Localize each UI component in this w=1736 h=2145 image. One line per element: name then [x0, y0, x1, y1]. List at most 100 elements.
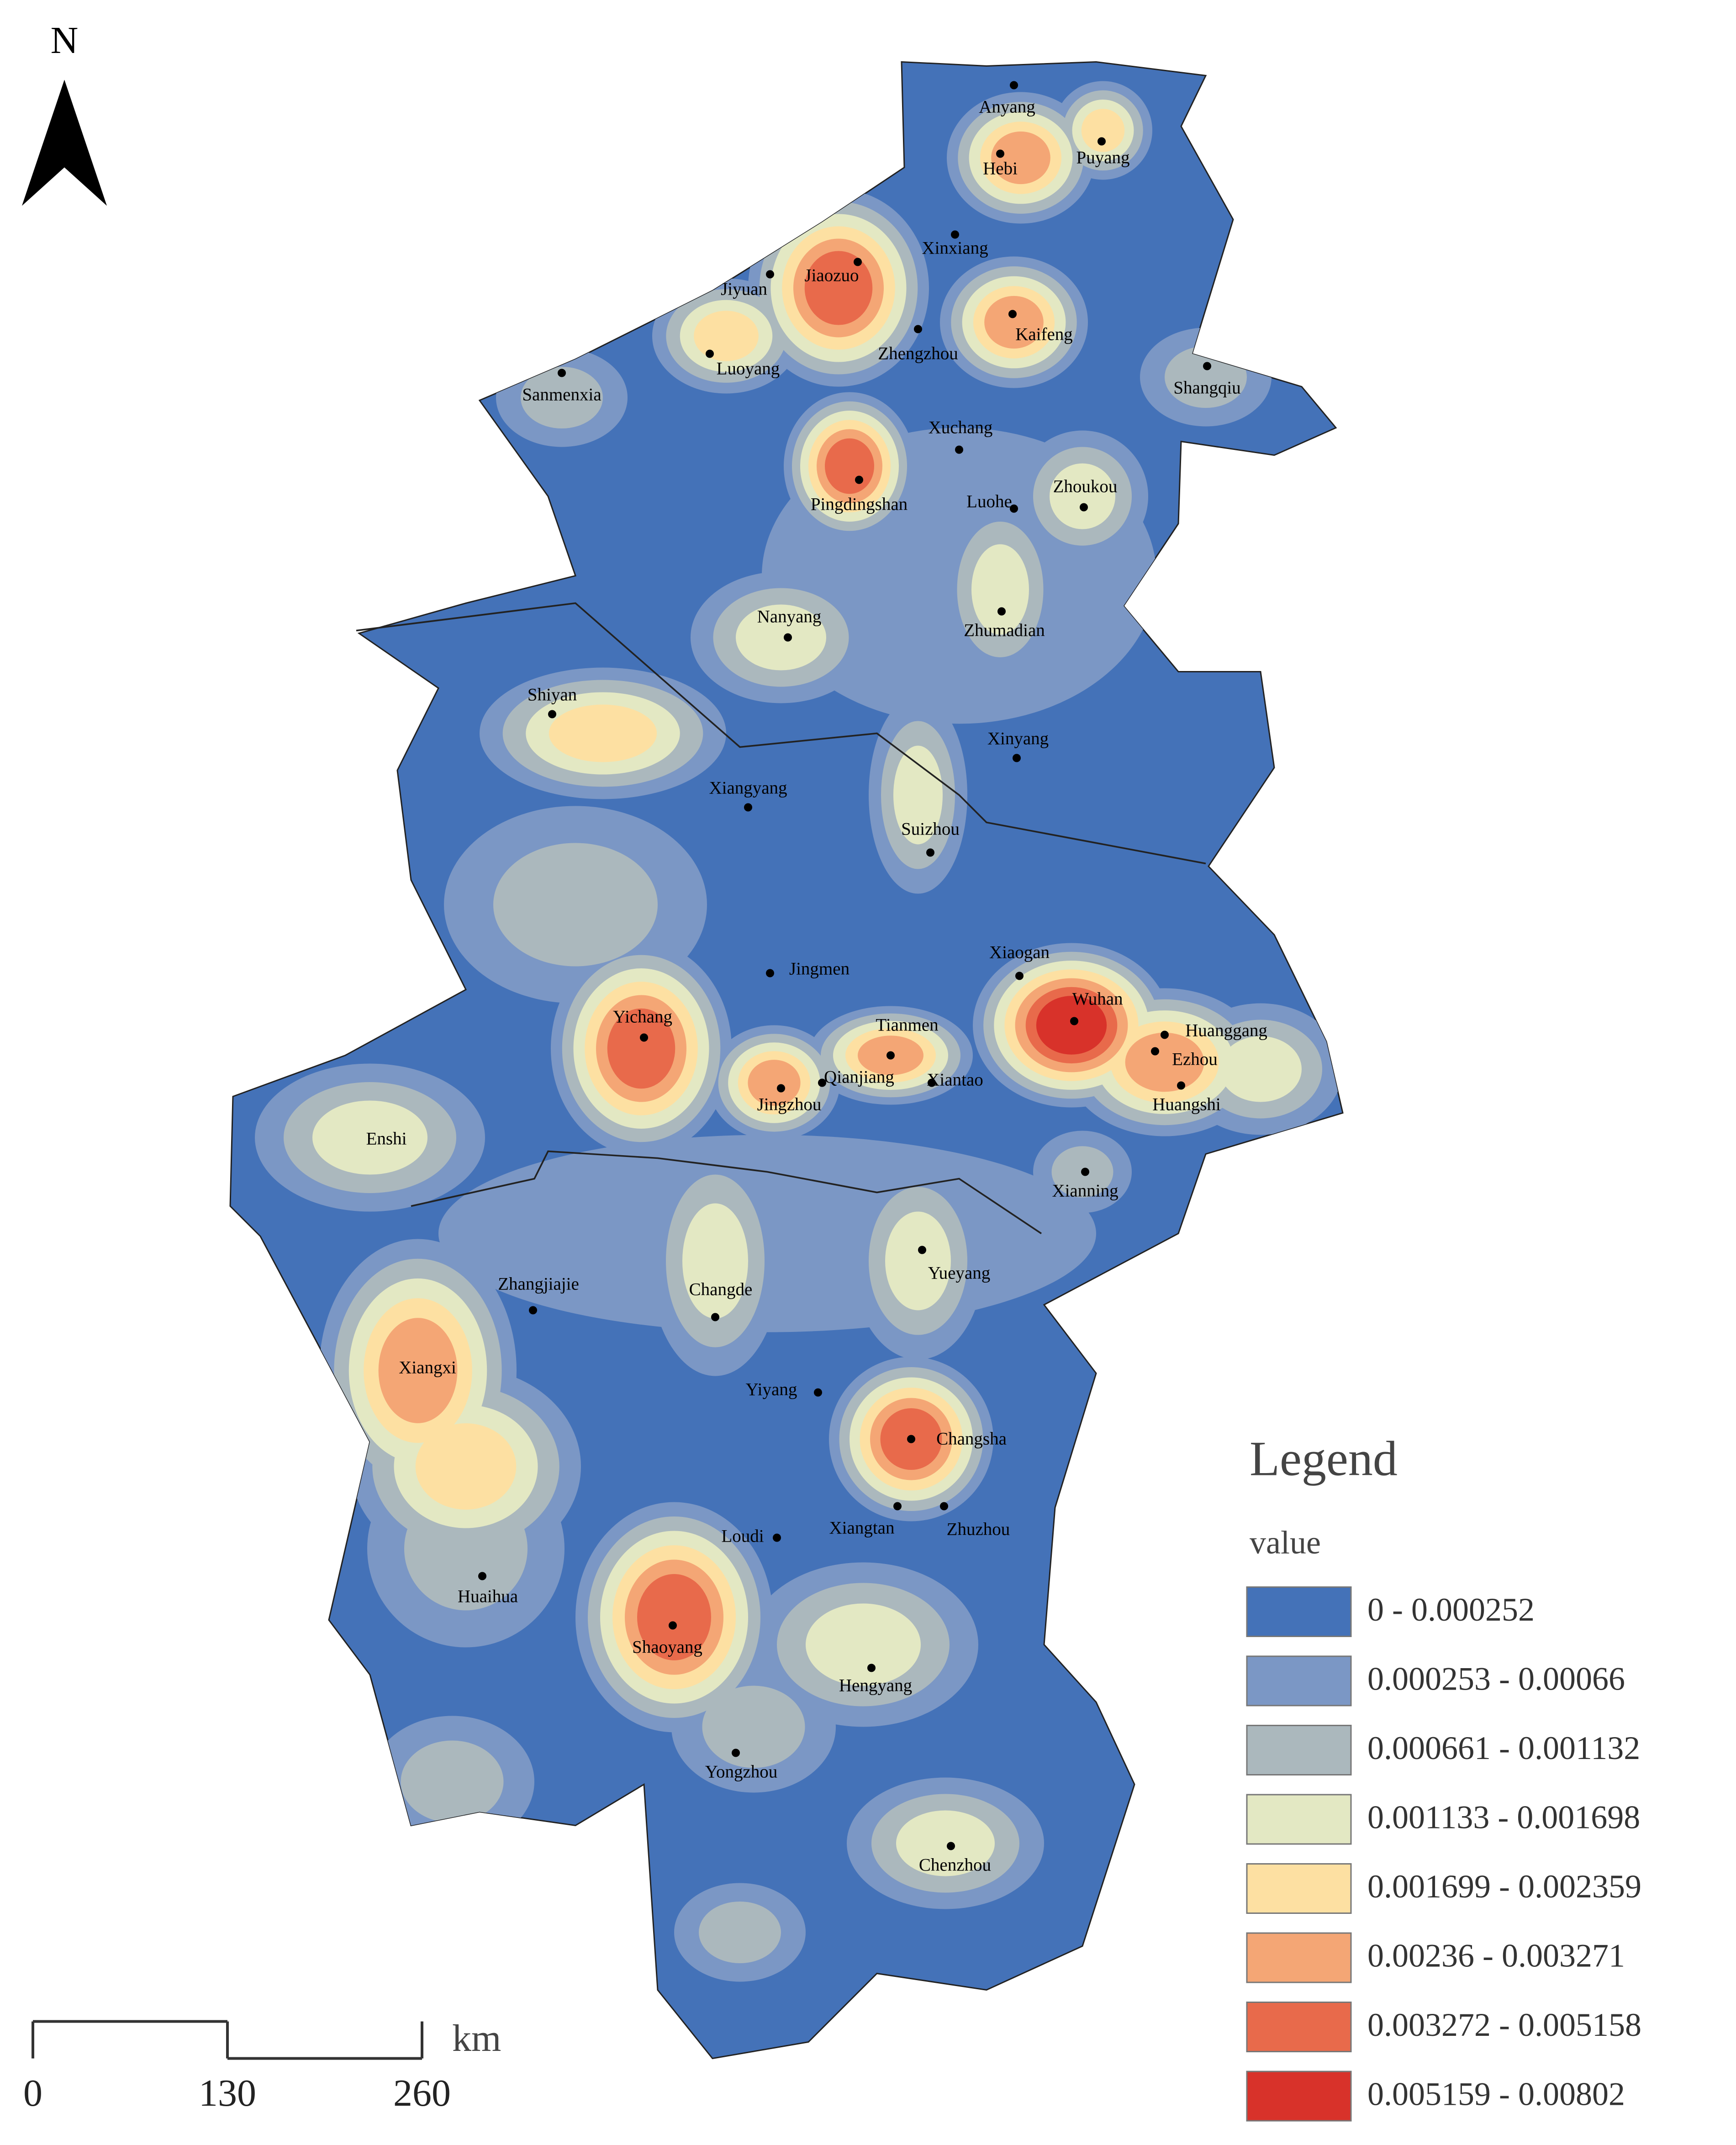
city-label: Changsha	[936, 1429, 1007, 1448]
heat-zone	[804, 251, 873, 325]
city-label: Qianjiang	[824, 1067, 894, 1087]
city-label: Jingmen	[789, 959, 850, 978]
city-dot	[1203, 362, 1211, 370]
heat-zone	[1081, 109, 1125, 152]
city-dot	[744, 803, 752, 812]
city-label: Zhangjiajie	[498, 1274, 579, 1294]
heat-zone	[1050, 463, 1115, 529]
heat-zone	[825, 438, 874, 494]
legend-swatch	[1246, 1794, 1352, 1845]
heat-layer	[255, 81, 1343, 1982]
city-label: Changde	[689, 1279, 753, 1299]
city-label: Jingzhou	[757, 1094, 822, 1114]
city-label: Huangshi	[1152, 1094, 1221, 1114]
city-dot	[558, 369, 566, 377]
scale-label: 260	[393, 2072, 451, 2114]
heat-zone	[1219, 1036, 1302, 1102]
city-dot	[777, 1084, 785, 1093]
heat-zone	[493, 843, 658, 967]
heat-zone	[549, 704, 657, 762]
city-label: Wuhan	[1072, 989, 1123, 1009]
city-dot	[766, 969, 774, 977]
city-dot	[1013, 754, 1021, 762]
city-dot	[867, 1664, 876, 1672]
city-label: Xianning	[1052, 1181, 1118, 1200]
city-label: Hebi	[983, 158, 1018, 178]
heat-zone	[438, 1135, 1096, 1332]
city-label: Loudi	[721, 1526, 764, 1546]
city-label: Shaoyang	[632, 1637, 702, 1657]
city-dot	[926, 848, 934, 857]
city-dot	[893, 1502, 902, 1511]
heat-zone	[521, 367, 603, 428]
city-dot	[669, 1621, 677, 1630]
city-label: Xiangtan	[829, 1518, 895, 1537]
city-label: Enshi	[366, 1129, 407, 1148]
heat-zone	[893, 745, 943, 845]
city-label: Yiyang	[746, 1379, 797, 1399]
legend-title: Legend	[1250, 1432, 1398, 1486]
city-dot	[640, 1033, 648, 1042]
city-label: Anyang	[979, 97, 1035, 116]
city-dot	[529, 1306, 537, 1315]
heat-zone	[984, 296, 1044, 349]
north-arrow	[22, 79, 64, 206]
heat-zone	[748, 1060, 801, 1106]
legend-swatch	[1246, 1932, 1352, 1983]
city-dot	[1081, 1168, 1089, 1176]
province-border	[411, 1150, 1042, 1234]
city-dot	[1151, 1047, 1159, 1056]
legend-label: 0.00236 - 0.003271	[1367, 1938, 1625, 1974]
heat-zone	[1125, 1032, 1204, 1092]
city-label: Zhuzhou	[947, 1519, 1010, 1539]
city-dot	[955, 445, 963, 454]
city-label: Jiaozuo	[804, 265, 859, 285]
city-dot	[1010, 81, 1018, 90]
heat-zone	[971, 544, 1029, 635]
heat-zone	[694, 311, 759, 361]
scale-label: 130	[199, 2072, 256, 2114]
legend: 0 - 0.000252 0.000253 - 0.00066 0.000661 -…	[1246, 1586, 1641, 2122]
legend-label: 0.003272 - 0.005158	[1367, 2007, 1641, 2043]
city-label: Shiyan	[528, 685, 577, 704]
heat-zone	[896, 1810, 995, 1876]
city-dot	[1010, 504, 1018, 513]
city-label: Nanyang	[757, 607, 822, 626]
city-label: Suizhou	[901, 819, 960, 839]
city-label: Xiangxi	[399, 1358, 456, 1377]
city-dot	[711, 1313, 719, 1321]
legend-field: value	[1250, 1524, 1321, 1561]
city-label: Kaifeng	[1015, 324, 1073, 344]
city-dot	[918, 1246, 926, 1254]
heat-map	[229, 61, 1344, 2060]
city-label: Hengyang	[839, 1675, 912, 1695]
city-label: Jiyuan	[721, 279, 767, 299]
heat-zone	[702, 1685, 805, 1768]
city-label: Xuchang	[929, 417, 993, 437]
city-label: Tianmen	[876, 1015, 938, 1035]
heat-zone	[736, 604, 826, 671]
city-label: Xinyang	[987, 729, 1049, 748]
city-dot	[773, 1533, 781, 1542]
legend-label: 0.001699 - 0.002359	[1367, 1868, 1641, 1905]
city-dot	[947, 1842, 955, 1850]
city-label: Zhoukou	[1053, 476, 1118, 496]
city-dot	[951, 230, 959, 239]
city-dot	[814, 1388, 822, 1397]
city-label: Xiangyang	[709, 778, 787, 798]
city-dot	[732, 1749, 740, 1757]
heat-zone	[885, 1211, 951, 1310]
legend-label: 0.000253 - 0.00066	[1367, 1661, 1625, 1697]
city-dot	[940, 1502, 948, 1511]
heat-zone	[1165, 346, 1247, 408]
city-dot	[907, 1435, 915, 1443]
province-border	[356, 602, 1206, 865]
legend-label: 0 - 0.000252	[1367, 1591, 1535, 1628]
heat-zone	[607, 1008, 675, 1089]
city-label: Luohe	[966, 491, 1012, 511]
city-dot	[997, 607, 1006, 616]
city-dot	[548, 710, 556, 719]
city-dot	[1080, 503, 1088, 512]
heat-zone	[1036, 996, 1107, 1055]
